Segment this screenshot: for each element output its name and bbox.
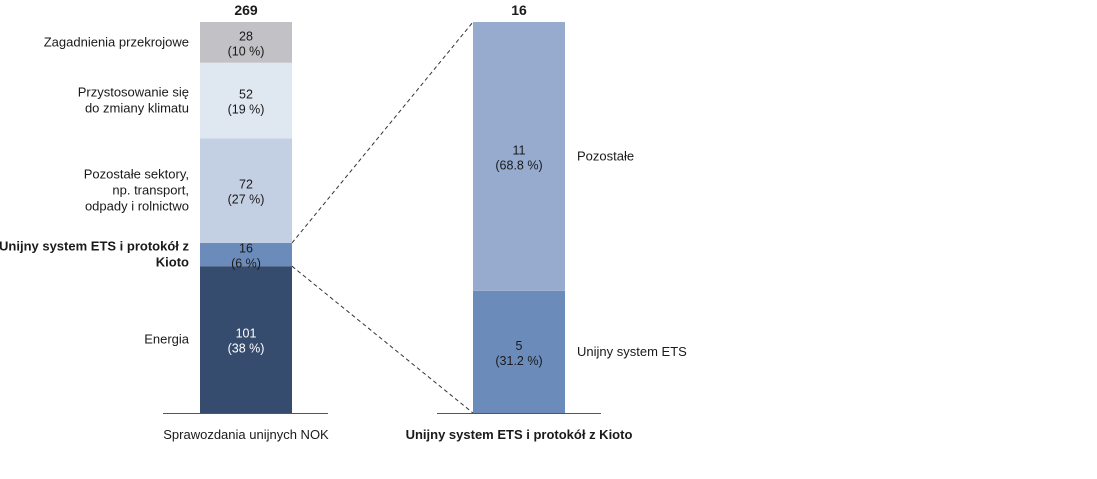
bar-segment-pozosta-e: [473, 22, 565, 291]
category-label-pozosta-e-sektory-np-transport-odpady-i-rolnictwo: Pozostałe sektory, np. transport, odpady i…: [84, 167, 189, 214]
bar-total-label: 269: [234, 2, 258, 18]
data-label-percent: (19 %): [228, 102, 265, 116]
data-label-percent: (31.2 %): [495, 354, 542, 368]
connector-line-top: [291, 21, 474, 244]
category-label-pozosta-e: Pozostałe: [577, 148, 634, 163]
axis-category-label: Sprawozdania unijnych NOK: [163, 427, 329, 442]
data-label-value: 28: [239, 29, 253, 43]
data-label-percent: (6 %): [231, 257, 261, 271]
connector-line-bottom: [291, 265, 474, 414]
axis-category-label: Unijny system ETS i protokół z Kioto: [406, 427, 633, 442]
category-label-przystosowanie-sie-do-zmiany-klimatu: Przystosowanie się do zmiany klimatu: [78, 84, 189, 115]
bars-group: [163, 22, 601, 414]
data-label-value: 5: [516, 339, 523, 353]
data-label-percent: (38 %): [228, 342, 265, 356]
bar-segment-przystosowanie-sie-do-zmiany-klimatu: [200, 62, 292, 139]
data-label-value: 72: [239, 178, 253, 192]
bar-segment-pozosta-e-sektory-np-transport-odpady-i-rolnictwo: [200, 138, 292, 243]
data-label-value: 16: [239, 242, 253, 256]
zoom-connectors: [291, 21, 474, 414]
bar-total-label: 16: [511, 2, 527, 18]
category-label-unijny-system-ets-i-protoko-z-kioto: Unijny system ETS i protokół z Kioto: [0, 239, 189, 270]
category-label-energia: Energia: [144, 332, 190, 347]
category-label-unijny-system-ets: Unijny system ETS: [577, 344, 687, 359]
bar-segment-unijny-system-ets: [473, 290, 565, 413]
bar-segment-energia: [200, 266, 292, 413]
bar-segment-unijny-system-ets-i-protoko-z-kioto: [200, 242, 292, 267]
data-label-value: 52: [239, 87, 253, 101]
data-label-percent: (68.8 %): [495, 158, 542, 172]
data-label-percent: (10 %): [228, 44, 265, 58]
data-label-value: 11: [513, 143, 526, 157]
category-label-zagadnienia-przekrojowe: Zagadnienia przekrojowe: [44, 34, 189, 49]
bar-segment-zagadnienia-przekrojowe: [200, 22, 292, 63]
data-label-percent: (27 %): [228, 193, 265, 207]
data-label-value: 101: [236, 327, 257, 341]
